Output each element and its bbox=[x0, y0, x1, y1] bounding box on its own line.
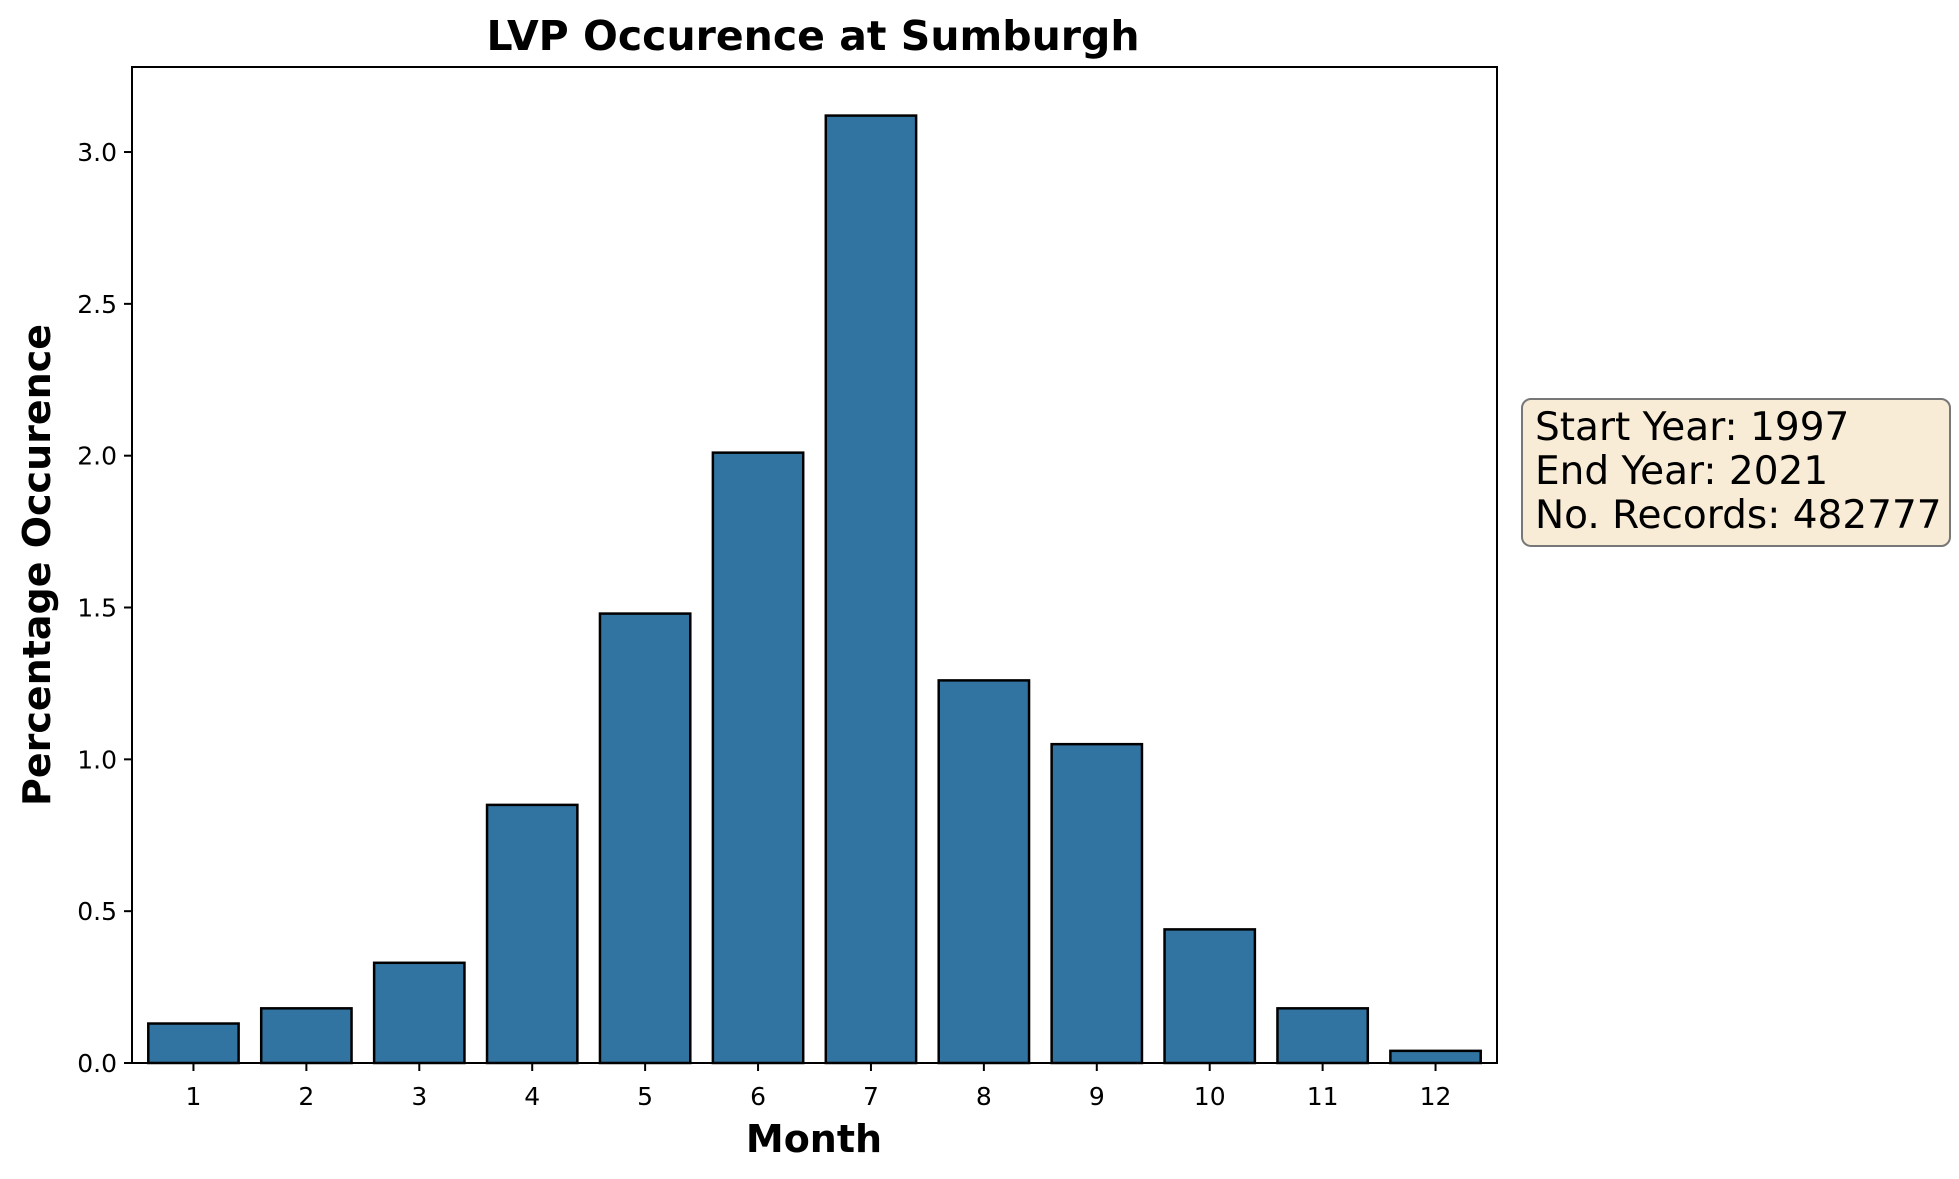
bar-month-4 bbox=[485, 803, 579, 1065]
x-tick-label: 7 bbox=[863, 1082, 879, 1111]
bar-month-10 bbox=[1163, 928, 1257, 1065]
x-tick-label: 5 bbox=[637, 1082, 653, 1111]
bar-month-3 bbox=[372, 961, 466, 1065]
bar-month-11 bbox=[1276, 1007, 1370, 1065]
y-tick-label: 2.0 bbox=[77, 442, 117, 471]
info-end-year: End Year: 2021 bbox=[1535, 449, 1828, 494]
bar-month-9 bbox=[1050, 742, 1144, 1065]
x-tick-label: 8 bbox=[976, 1082, 992, 1111]
bar-month-12 bbox=[1389, 1049, 1482, 1065]
bar-month-2 bbox=[259, 1007, 353, 1065]
y-tick-label: 0.5 bbox=[77, 897, 117, 926]
plot-frame bbox=[131, 66, 1498, 1064]
y-tick-label: 1.0 bbox=[77, 745, 117, 774]
y-axis-label: Percentage Occurence bbox=[15, 324, 59, 806]
x-tick-label: 6 bbox=[750, 1082, 766, 1111]
bar-month-6 bbox=[711, 451, 805, 1065]
bar-month-7 bbox=[824, 114, 918, 1065]
x-tick-label: 9 bbox=[1089, 1082, 1105, 1111]
bars bbox=[147, 114, 1482, 1065]
info-box-background bbox=[1521, 398, 1951, 547]
x-tick-label: 2 bbox=[298, 1082, 314, 1111]
bar-month-1 bbox=[147, 1022, 240, 1065]
y-tick-label: 3.0 bbox=[77, 138, 117, 167]
x-tick-label: 4 bbox=[524, 1082, 540, 1111]
y-tick-label: 2.5 bbox=[77, 290, 117, 319]
info-box: Start Year: 1997 End Year: 2021 No. Reco… bbox=[1521, 398, 1951, 547]
bar-month-5 bbox=[598, 612, 692, 1065]
x-tick-label: 1 bbox=[186, 1082, 202, 1111]
x-axis-label: Month bbox=[746, 1117, 882, 1161]
x-tick-label: 10 bbox=[1194, 1082, 1226, 1111]
info-start-year: Start Year: 1997 bbox=[1535, 405, 1849, 450]
x-tick-label: 12 bbox=[1420, 1082, 1452, 1111]
x-tick-label: 11 bbox=[1307, 1082, 1339, 1111]
y-tick-label: 1.5 bbox=[77, 594, 117, 623]
bar-month-8 bbox=[937, 679, 1031, 1065]
x-axis: 1 2 3 4 5 6 7 8 9 10 11 12 bbox=[186, 1063, 1452, 1111]
y-axis: 0.0 0.5 1.0 1.5 2.0 2.5 3.0 bbox=[77, 138, 132, 1078]
chart-title: LVP Occurence at Sumburgh bbox=[486, 12, 1139, 60]
y-tick-label: 0.0 bbox=[77, 1049, 117, 1078]
info-record-count: No. Records: 482777 bbox=[1535, 493, 1942, 538]
x-tick-label: 3 bbox=[411, 1082, 427, 1111]
